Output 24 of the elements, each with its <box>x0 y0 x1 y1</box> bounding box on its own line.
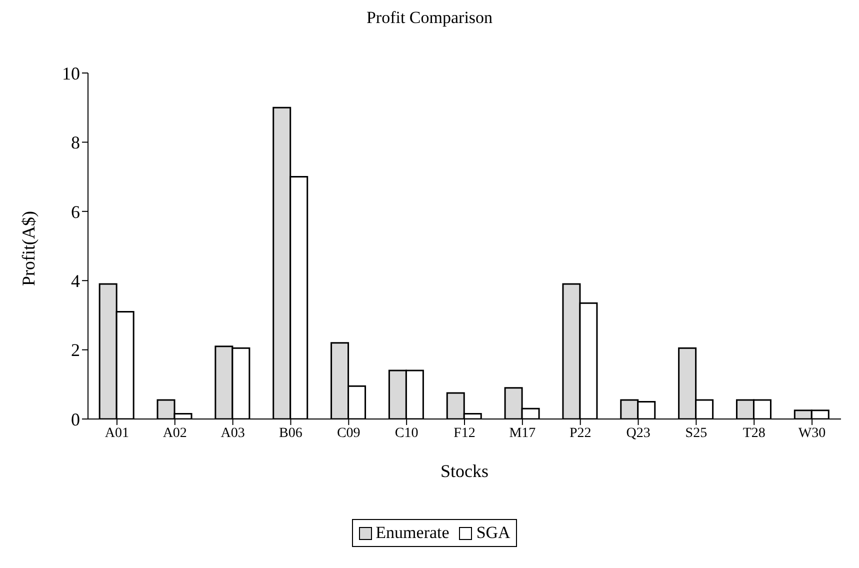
y-tick-label: 8 <box>71 132 80 153</box>
x-tick-label: A02 <box>162 426 187 441</box>
x-tick-label: M17 <box>509 426 536 441</box>
x-tick-label: B06 <box>279 426 302 441</box>
x-tick-label: C10 <box>394 426 418 441</box>
y-tick-label: 6 <box>71 202 80 222</box>
y-tick-label: 2 <box>71 340 80 360</box>
legend-label: Enumerate <box>374 523 450 543</box>
x-tick-label: C09 <box>336 426 360 441</box>
x-tick-label: S25 <box>685 426 708 441</box>
y-tick-label: 0 <box>71 409 80 430</box>
x-tick-label: A03 <box>220 426 245 441</box>
chart-title: Profit Comparison <box>365 8 494 29</box>
y-tick-label: 10 <box>62 63 80 84</box>
x-tick-label: Q23 <box>626 426 650 441</box>
x-tick-label: P22 <box>569 426 592 441</box>
legend-label: SGA <box>475 523 510 543</box>
y-tick-label: 4 <box>71 270 80 291</box>
y-axis-title: Profit(A$) <box>18 211 38 286</box>
x-axis-title: Stocks <box>440 461 489 481</box>
x-tick-label: W30 <box>798 426 826 441</box>
x-tick-label: A01 <box>104 426 130 441</box>
x-tick-label: F12 <box>454 426 476 441</box>
x-tick-label: T28 <box>742 426 766 441</box>
